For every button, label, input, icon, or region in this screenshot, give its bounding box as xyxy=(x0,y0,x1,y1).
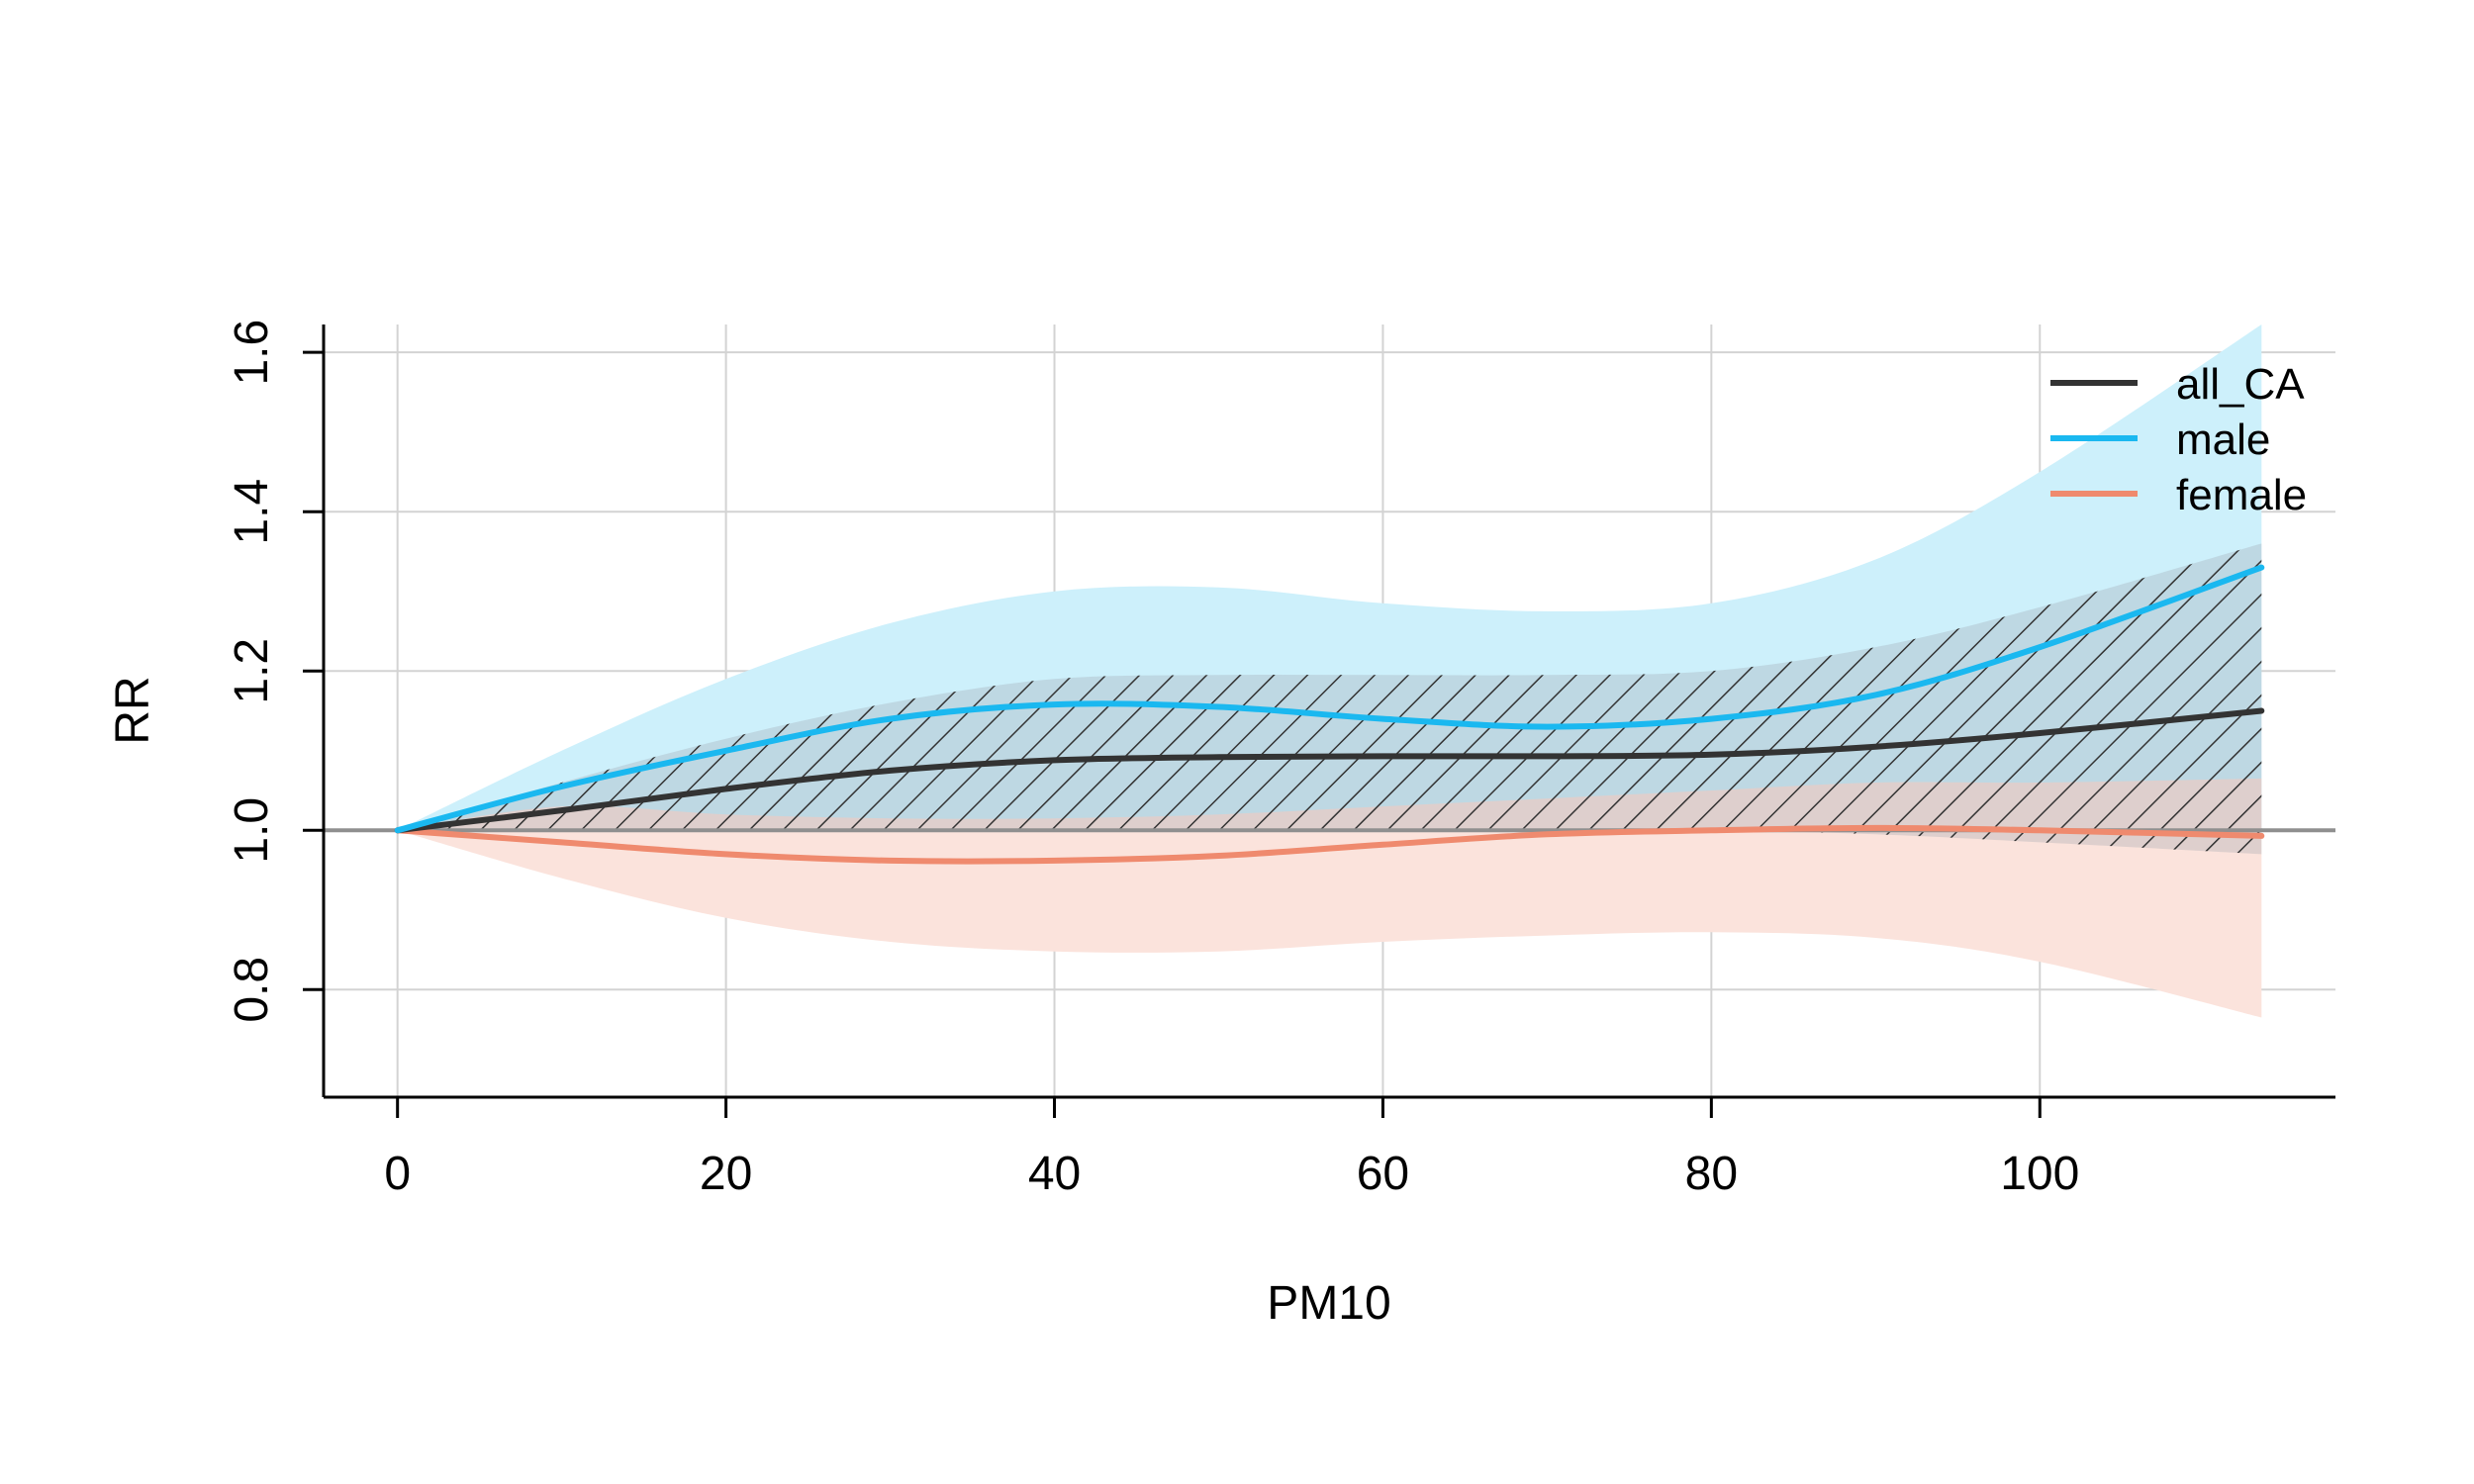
confidence-bands xyxy=(397,325,2262,1018)
x-tick-label: 100 xyxy=(2000,1148,2079,1200)
legend-label-all_CA: all_CA xyxy=(2176,360,2305,409)
x-tick-label: 40 xyxy=(1028,1148,1081,1200)
y-tick-label: 1.0 xyxy=(226,797,278,864)
female-ci-band xyxy=(397,778,2262,1018)
x-tick-label: 60 xyxy=(1357,1148,1409,1200)
legend-label-male: male xyxy=(2176,416,2270,464)
series-lines xyxy=(394,564,2265,865)
all_CA-line xyxy=(394,707,2265,834)
y-axis-label: RR xyxy=(107,676,159,744)
x-tick-label: 0 xyxy=(384,1148,411,1200)
y-tick-label: 1.6 xyxy=(226,320,278,386)
x-ticks: 0 20 40 60 80 100 xyxy=(384,1097,2079,1200)
y-tick-label: 0.8 xyxy=(226,957,278,1023)
x-tick-label: 80 xyxy=(1685,1148,1738,1200)
y-ticks: 0.8 1.0 1.2 1.4 1.6 xyxy=(226,320,324,1023)
male-line xyxy=(394,564,2265,834)
x-tick-label: 20 xyxy=(700,1148,752,1200)
y-tick-label: 1.2 xyxy=(226,638,278,704)
female-line xyxy=(394,824,2265,865)
y-tick-label: 1.4 xyxy=(226,479,278,545)
all-ca-ci-hatching xyxy=(397,543,2262,855)
axes xyxy=(322,325,2335,1099)
legend-label-female: female xyxy=(2176,471,2307,519)
x-axis-label: PM10 xyxy=(1267,1277,1390,1330)
